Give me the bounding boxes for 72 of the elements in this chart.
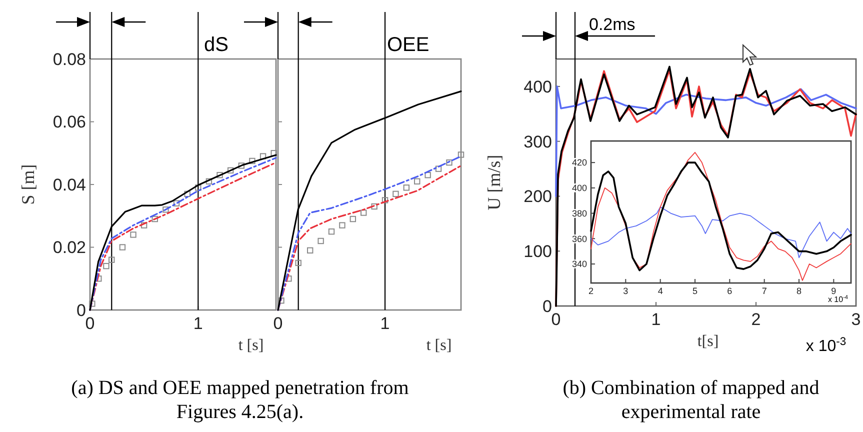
y-axis-title: U [m/s]	[484, 154, 504, 210]
point	[446, 159, 452, 166]
x-tick-label: 3	[851, 310, 861, 329]
x-tick-label: 1	[380, 314, 390, 333]
point	[382, 197, 388, 204]
x-tick-label: 0	[273, 314, 283, 333]
point	[108, 256, 115, 263]
x-tick-label: 4	[658, 286, 663, 296]
point	[227, 167, 234, 174]
text: x 10$^{-3}$	[806, 336, 846, 355]
point	[260, 153, 266, 160]
point	[130, 232, 136, 238]
point	[119, 244, 126, 250]
point	[339, 222, 346, 228]
x-tick-label: 9	[831, 286, 836, 296]
x-tick-label: 2	[751, 310, 761, 329]
point	[318, 238, 324, 244]
x-tick-label: 2	[588, 286, 594, 296]
y-tick-label: 300	[524, 132, 552, 152]
point	[103, 262, 110, 270]
point	[249, 158, 256, 164]
x-tick-label: 5	[692, 286, 698, 296]
point	[328, 228, 335, 235]
point	[89, 300, 96, 307]
x-tick-label: 8	[796, 286, 802, 296]
chart-title: OEE	[387, 34, 430, 56]
line-series	[590, 206, 852, 258]
x-tick-label: 1	[193, 314, 203, 333]
line-series	[555, 86, 857, 198]
y-tick-label: 400	[524, 77, 552, 96]
x-axis-title: t [s]	[238, 337, 264, 354]
y-tick-label: 200	[524, 187, 552, 206]
y-tick-label: 0.02	[52, 238, 86, 258]
point	[152, 216, 158, 222]
point	[435, 166, 442, 172]
x-axis-title: t[s]	[697, 333, 719, 350]
chart-title: dS	[204, 34, 228, 56]
x-tick-label: 3	[623, 286, 628, 296]
point	[458, 152, 464, 158]
point	[424, 172, 431, 178]
point	[286, 276, 292, 282]
ref-line-label: 0.2ms	[589, 15, 636, 34]
point	[206, 178, 212, 184]
point	[414, 178, 420, 184]
y-tick-label: 100	[524, 242, 552, 262]
point	[140, 222, 148, 228]
point	[278, 297, 284, 304]
x-tick-label: 7	[762, 286, 767, 296]
line-series	[590, 162, 852, 272]
point	[295, 260, 302, 266]
y-axis-title: S [m]	[18, 164, 38, 205]
point	[403, 184, 410, 191]
x-axis-title: t [s]	[426, 337, 452, 354]
annotation: x 10$^{-4}$	[828, 295, 848, 304]
y-tick-label: 0.04	[52, 175, 86, 194]
x-tick-label: 1	[651, 310, 661, 329]
point	[360, 210, 367, 216]
text: (b) Combination of mapped and experimental rate	[562, 377, 820, 423]
point	[216, 172, 223, 178]
point	[307, 247, 314, 254]
point	[184, 190, 190, 198]
text: (a) DS and OEE mapped penetration from Figures 4.25(a).	[71, 377, 410, 423]
point	[238, 162, 244, 169]
point	[173, 200, 180, 206]
point	[195, 184, 202, 191]
point	[350, 216, 356, 222]
point	[371, 203, 378, 210]
x-tick-label: 6	[727, 286, 732, 296]
point	[162, 206, 169, 213]
point	[392, 190, 399, 198]
y-tick-label: 0.08	[52, 50, 86, 69]
y-tick-label: 0.06	[52, 112, 86, 132]
